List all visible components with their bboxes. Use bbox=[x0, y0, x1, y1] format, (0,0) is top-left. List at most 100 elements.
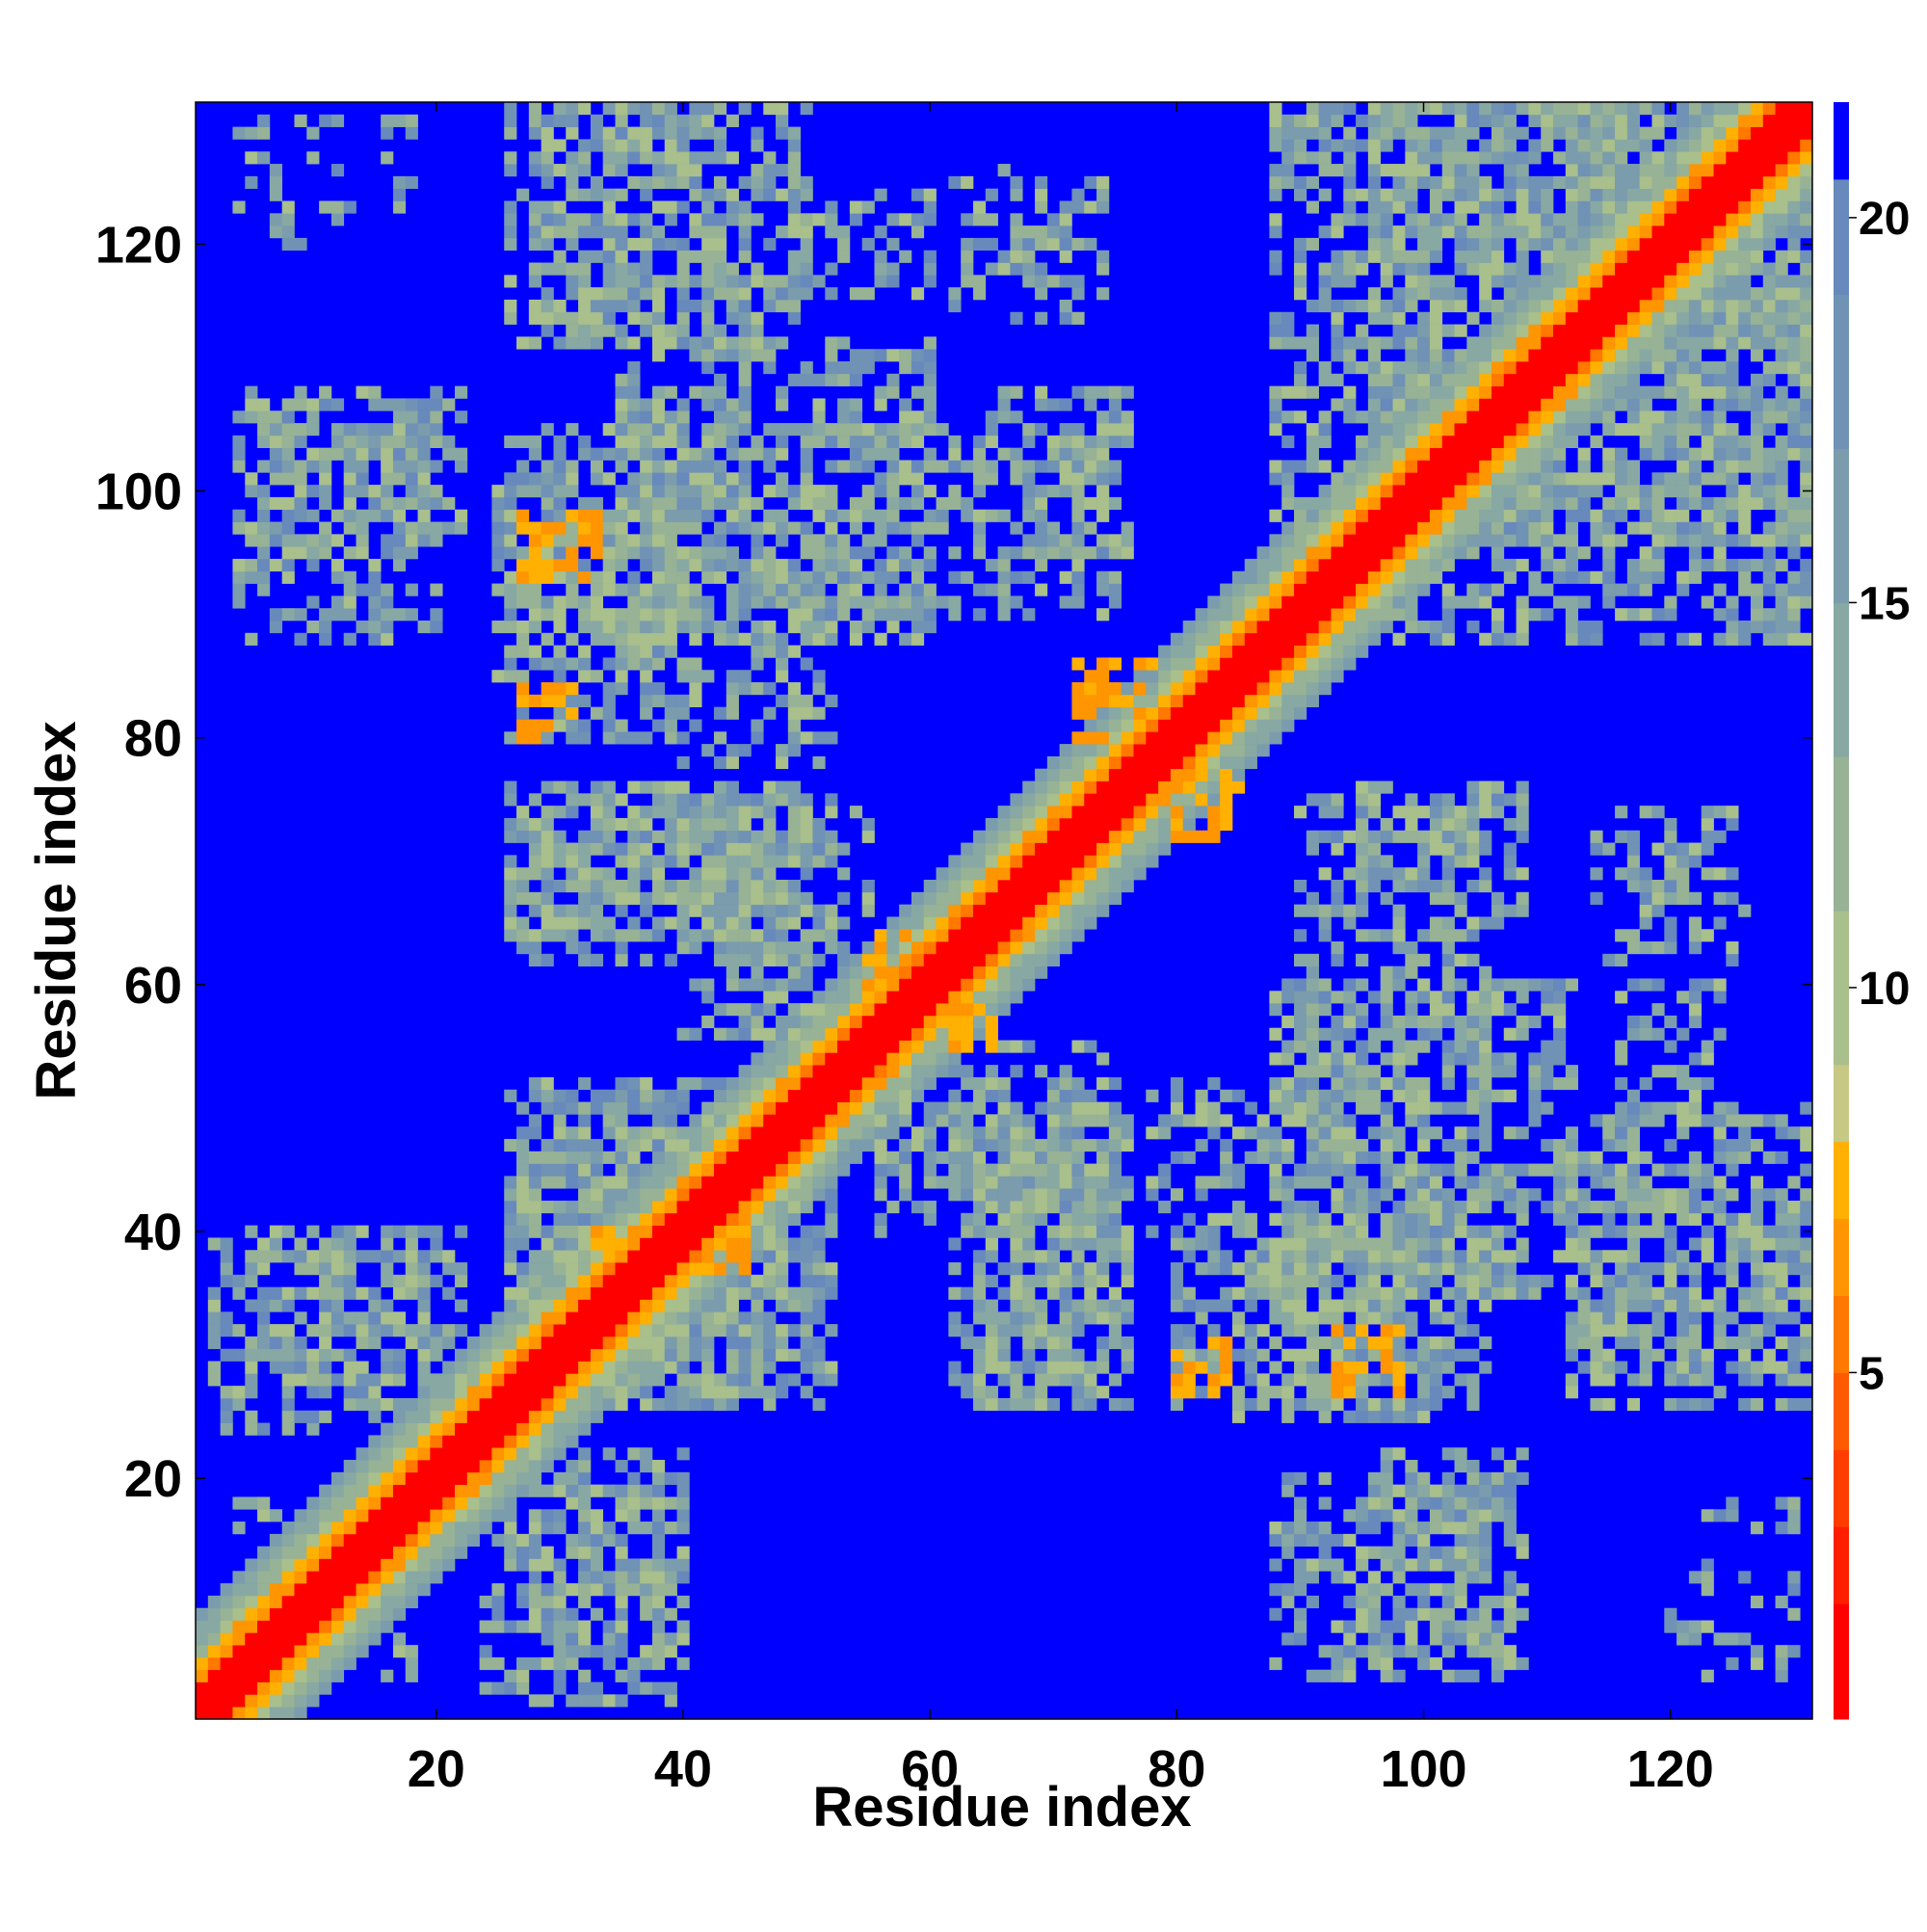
heatmap-cell bbox=[886, 237, 900, 251]
heatmap-cell bbox=[776, 102, 789, 116]
heatmap-cell bbox=[381, 1225, 394, 1238]
heatmap-cell bbox=[541, 781, 554, 794]
heatmap-cell bbox=[787, 830, 801, 843]
heatmap-cell bbox=[1318, 1262, 1332, 1276]
heatmap-cell bbox=[849, 583, 863, 596]
heatmap-cell bbox=[1046, 855, 1060, 868]
heatmap-cell bbox=[602, 1620, 616, 1633]
heatmap-cell bbox=[491, 1656, 505, 1671]
heatmap-cell bbox=[1170, 1361, 1184, 1374]
heatmap-cell bbox=[713, 806, 727, 819]
heatmap-cell bbox=[504, 164, 517, 177]
heatmap-cell bbox=[232, 200, 246, 214]
heatmap-cell bbox=[825, 534, 838, 547]
heatmap-cell bbox=[763, 349, 777, 362]
heatmap-cell bbox=[541, 1274, 554, 1288]
heatmap-cell bbox=[1096, 175, 1110, 190]
heatmap-cell bbox=[849, 558, 863, 572]
heatmap-cell bbox=[1121, 793, 1134, 807]
heatmap-cell bbox=[701, 151, 715, 165]
heatmap-cell bbox=[615, 941, 628, 955]
heatmap-cell bbox=[1096, 1225, 1110, 1238]
heatmap-cell bbox=[1306, 1237, 1319, 1251]
heatmap-cell bbox=[1294, 632, 1307, 646]
heatmap-cell bbox=[640, 472, 653, 486]
heatmap-cell bbox=[504, 1558, 517, 1572]
heatmap-cell bbox=[1108, 398, 1122, 411]
heatmap-cell bbox=[528, 1546, 542, 1559]
heatmap-cell bbox=[800, 237, 813, 251]
heatmap-cell bbox=[257, 114, 271, 127]
heatmap-cell bbox=[738, 595, 752, 609]
heatmap-cell bbox=[800, 657, 813, 671]
heatmap-cell bbox=[726, 1151, 739, 1164]
heatmap-cell bbox=[651, 275, 666, 288]
heatmap-cell bbox=[664, 1496, 677, 1510]
heatmap-cell bbox=[776, 755, 789, 770]
heatmap-cell bbox=[566, 1176, 579, 1189]
heatmap-cell bbox=[651, 1176, 666, 1189]
heatmap-cell bbox=[405, 1509, 418, 1522]
heatmap-cell bbox=[430, 423, 443, 437]
heatmap-cell bbox=[640, 1076, 653, 1091]
heatmap-cell bbox=[368, 1311, 382, 1325]
heatmap-cell bbox=[664, 1163, 677, 1177]
heatmap-cell bbox=[948, 879, 962, 893]
heatmap-cell bbox=[701, 817, 715, 832]
heatmap-cell bbox=[961, 879, 974, 893]
heatmap-cell bbox=[553, 1509, 567, 1522]
heatmap-cell bbox=[553, 1176, 567, 1189]
heatmap-cell bbox=[392, 509, 407, 522]
heatmap-cell bbox=[553, 830, 567, 843]
heatmap-cell bbox=[381, 1274, 394, 1288]
heatmap-cell bbox=[319, 1620, 332, 1633]
heatmap-cell bbox=[923, 1151, 937, 1164]
heatmap-cell bbox=[578, 1583, 592, 1597]
heatmap-cell bbox=[417, 1410, 431, 1423]
heatmap-cell bbox=[787, 891, 801, 905]
heatmap-cell bbox=[985, 1201, 998, 1214]
heatmap-cell bbox=[1294, 534, 1307, 547]
heatmap-cell bbox=[726, 793, 739, 807]
heatmap-cell bbox=[627, 1089, 641, 1102]
heatmap-cell bbox=[726, 275, 739, 288]
heatmap-cell bbox=[961, 496, 974, 511]
heatmap-cell bbox=[997, 1163, 1011, 1177]
heatmap-cell bbox=[405, 460, 418, 473]
heatmap-cell bbox=[1084, 1040, 1097, 1053]
heatmap-cell bbox=[1244, 1397, 1257, 1412]
heatmap-cell bbox=[738, 1274, 752, 1288]
heatmap-cell bbox=[751, 1324, 764, 1337]
heatmap-cell bbox=[763, 447, 777, 461]
heatmap-cell bbox=[776, 287, 789, 301]
heatmap-cell bbox=[812, 670, 826, 683]
heatmap-cell bbox=[664, 114, 677, 127]
heatmap-cell bbox=[479, 1361, 492, 1374]
heatmap-cell bbox=[1096, 1336, 1110, 1350]
heatmap-cell bbox=[1059, 398, 1072, 411]
heatmap-cell bbox=[985, 1126, 998, 1140]
heatmap-cell bbox=[1195, 731, 1208, 745]
heatmap-cell bbox=[701, 1163, 715, 1177]
heatmap-cell bbox=[1059, 842, 1072, 856]
heatmap-cell bbox=[504, 929, 517, 942]
heatmap-cell bbox=[651, 1163, 666, 1177]
heatmap-cell bbox=[1096, 694, 1110, 707]
heatmap-cell bbox=[726, 558, 739, 572]
heatmap-cell bbox=[1269, 1052, 1282, 1066]
heatmap-cell bbox=[541, 213, 554, 226]
heatmap-cell bbox=[948, 570, 962, 584]
heatmap-cell bbox=[701, 398, 715, 411]
heatmap-cell bbox=[627, 1299, 641, 1312]
heatmap-cell bbox=[615, 225, 628, 239]
heatmap-cell bbox=[417, 1460, 431, 1473]
heatmap-cell bbox=[751, 1114, 764, 1127]
heatmap-cell bbox=[602, 842, 616, 856]
heatmap-cell bbox=[751, 1076, 764, 1091]
heatmap-cell bbox=[923, 1040, 937, 1053]
heatmap-cell bbox=[1207, 645, 1221, 658]
heatmap-cell bbox=[1096, 1176, 1110, 1189]
heatmap-cell bbox=[590, 817, 604, 832]
heatmap-cell bbox=[392, 1509, 407, 1522]
heatmap-cell bbox=[651, 472, 666, 486]
